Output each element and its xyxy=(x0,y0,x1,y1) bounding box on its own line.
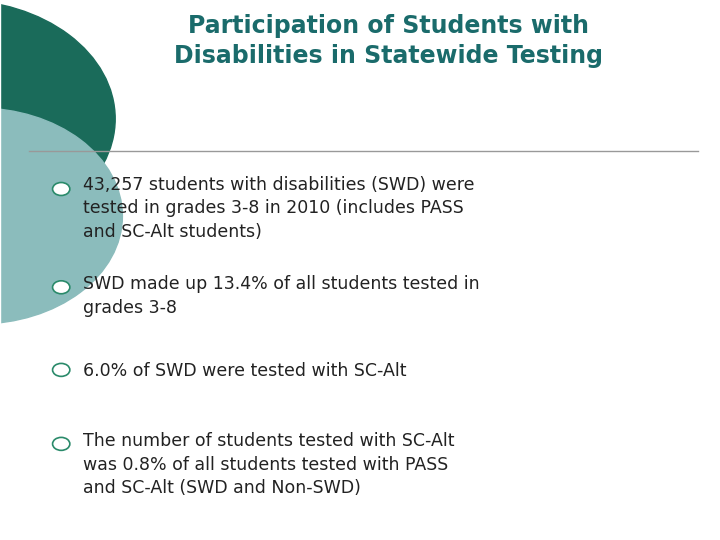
Text: SWD made up 13.4% of all students tested in
grades 3-8: SWD made up 13.4% of all students tested… xyxy=(83,275,480,317)
Text: The number of students tested with SC-Alt
was 0.8% of all students tested with P: The number of students tested with SC-Al… xyxy=(83,432,454,497)
Circle shape xyxy=(0,108,122,324)
Circle shape xyxy=(0,0,115,238)
Circle shape xyxy=(53,363,70,376)
Circle shape xyxy=(53,437,70,450)
Text: Participation of Students with
Disabilities in Statewide Testing: Participation of Students with Disabilit… xyxy=(174,14,603,68)
Circle shape xyxy=(53,281,70,294)
Circle shape xyxy=(53,183,70,195)
Text: 43,257 students with disabilities (SWD) were
tested in grades 3-8 in 2010 (inclu: 43,257 students with disabilities (SWD) … xyxy=(83,176,474,241)
Text: 6.0% of SWD were tested with SC-Alt: 6.0% of SWD were tested with SC-Alt xyxy=(83,362,406,380)
